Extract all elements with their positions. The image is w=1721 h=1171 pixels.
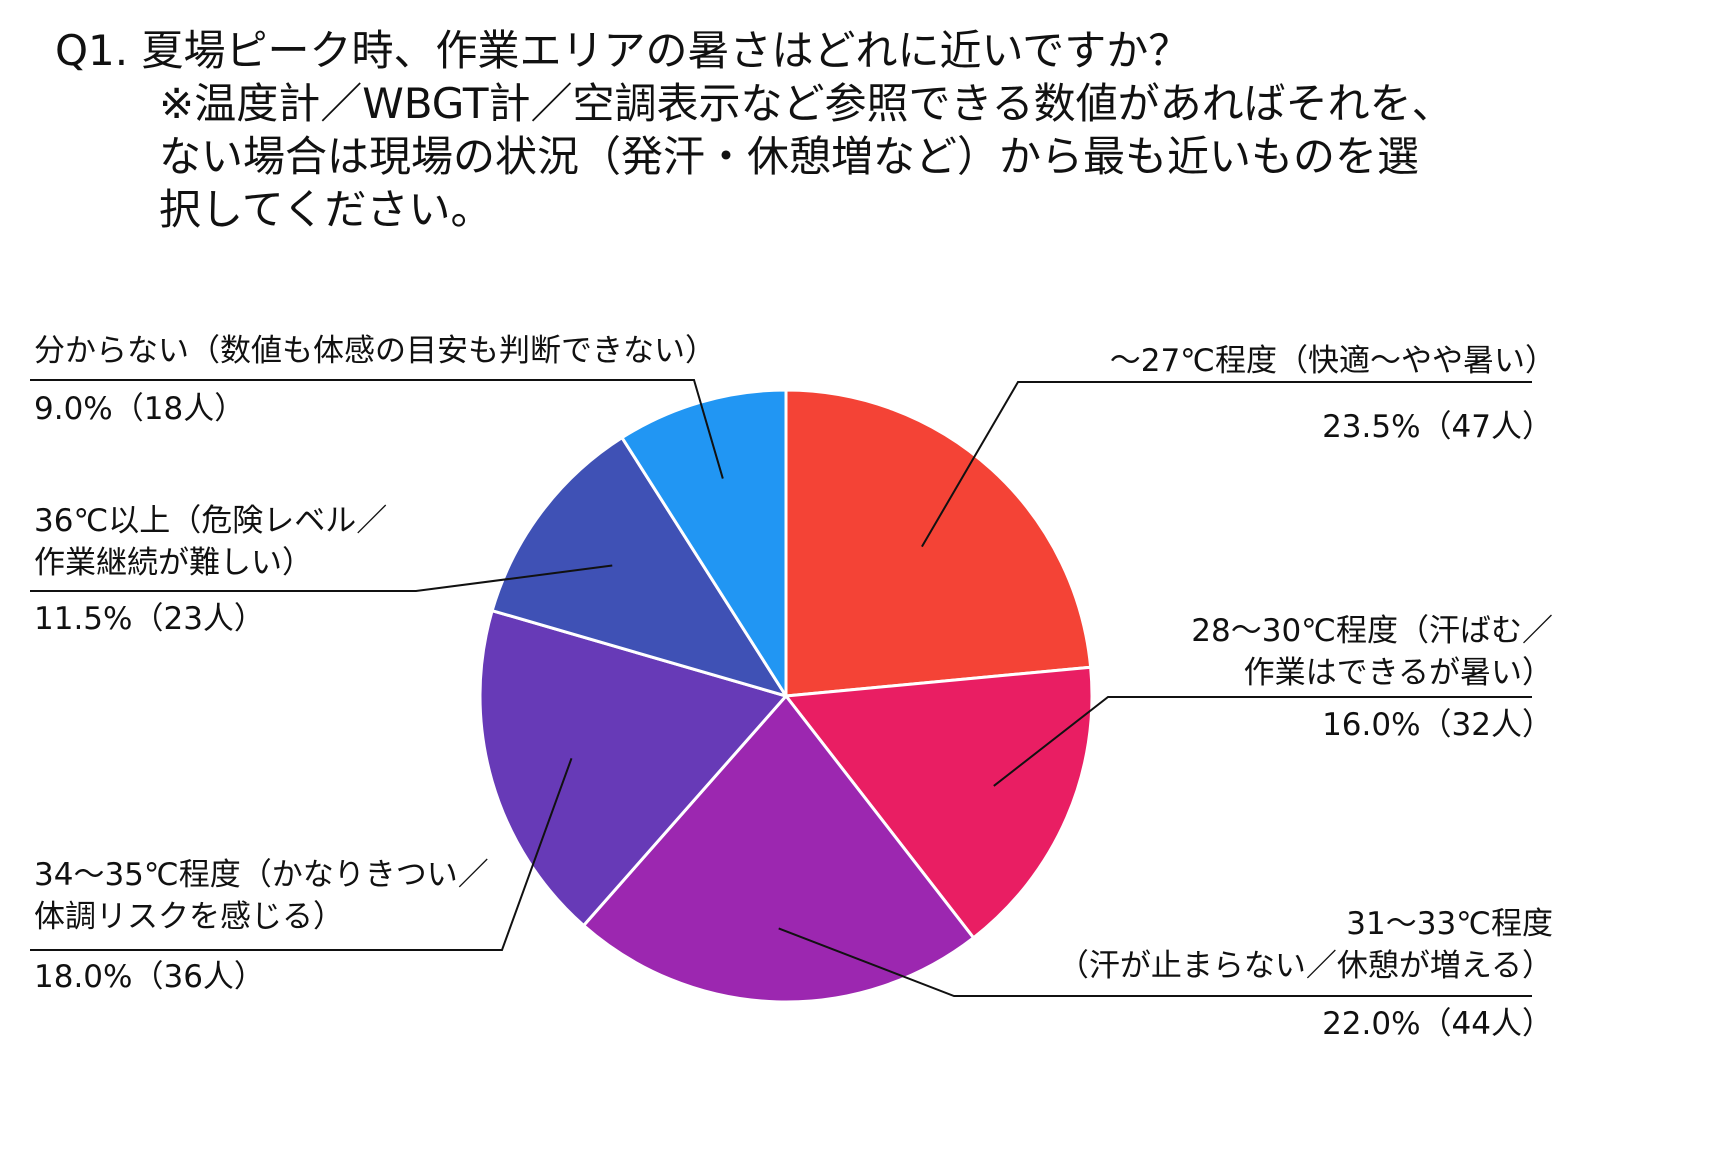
slice-value-1: 16.0%（32人） [1322,704,1553,746]
pie-slice-3 [478,609,788,928]
leader-line-0 [921,381,1532,548]
leader-line-2 [778,927,1532,997]
slice-3-category-line-2: 体調リスクを感じる） [34,899,344,935]
slice-value-5: 9.0%（18人） [34,388,245,430]
slice-4-value-label: 11.5%（23人） [34,601,265,637]
slice-value-3: 18.0%（36人） [34,956,265,998]
slice-3-category-line-1: 34～35℃程度（かなりきつい／ [34,857,489,893]
slice-2-category-line-1: 31～33℃程度 [1346,906,1553,942]
leader-line-4 [30,564,613,592]
slice-4-category-line-2: 作業継続が難しい） [34,545,313,581]
pie-slice-0 [784,388,1093,698]
leader-lines [30,379,1532,997]
slice-1-category-line-2: 作業はできるが暑い） [1243,655,1553,691]
slice-0-value-label: 23.5%（47人） [1322,409,1553,445]
pie-slice-4 [490,436,788,698]
slice-label-1: 28～30℃程度（汗ばむ／ 作業はできるが暑い） [1191,610,1553,694]
slice-2-value-label: 22.0%（44人） [1322,1006,1553,1042]
chart-title-line-3: ない場合は現場の状況（発汗・休憩増など）から最も近いものを選 [159,132,1420,181]
slice-label-5: 分からない（数値も体感の目安も判断できない） [34,330,716,372]
chart-title-line-1: Q1. 夏場ピーク時、作業エリアの暑さはどれに近いですか？ [55,26,1191,75]
slice-1-value-label: 16.0%（32人） [1322,707,1553,743]
leader-line-3 [30,757,573,951]
slice-5-value-label: 9.0%（18人） [34,391,246,427]
pie-slice-2 [582,694,976,1004]
slice-label-0: ～27℃程度（快適～やや暑い） [1110,340,1556,382]
slice-3-value-label: 18.0%（36人） [34,959,265,995]
chart-title-line-4: 択してください。 [159,185,493,234]
pie-slice-1 [784,665,1094,940]
slice-label-4: 36℃以上（危険レベル／ 作業継続が難しい） [34,500,387,584]
slice-4-category-line-1: 36℃以上（危険レベル／ [34,503,388,539]
chart-title: Q1. 夏場ピーク時、作業エリアの暑さはどれに近いですか？ ※温度計／WBGT計… [55,24,1454,236]
slice-0-category-line-1: ～27℃程度（快適～やや暑い） [1109,343,1556,379]
slice-value-2: 22.0%（44人） [1322,1003,1553,1045]
slice-value-4: 11.5%（23人） [34,598,265,640]
slice-value-0: 23.5%（47人） [1322,406,1553,448]
slice-label-3: 34～35℃程度（かなりきつい／ 体調リスクを感じる） [34,854,489,938]
slice-label-2: 31～33℃程度 （汗が止まらない／休憩が増える） [1058,903,1553,987]
pie-slices [478,388,1094,1004]
slice-5-category-line-1: 分からない（数値も体感の目安も判断できない） [34,333,716,369]
leader-line-1 [993,696,1532,787]
chart-title-line-2: ※温度計／WBGT計／空調表示など参照できる数値があればそれを、 [159,79,1454,128]
slice-2-category-line-2: （汗が止まらない／休憩が増える） [1057,948,1553,984]
slice-1-category-line-1: 28～30℃程度（汗ばむ／ [1191,613,1553,649]
leader-line-5 [30,379,724,479]
